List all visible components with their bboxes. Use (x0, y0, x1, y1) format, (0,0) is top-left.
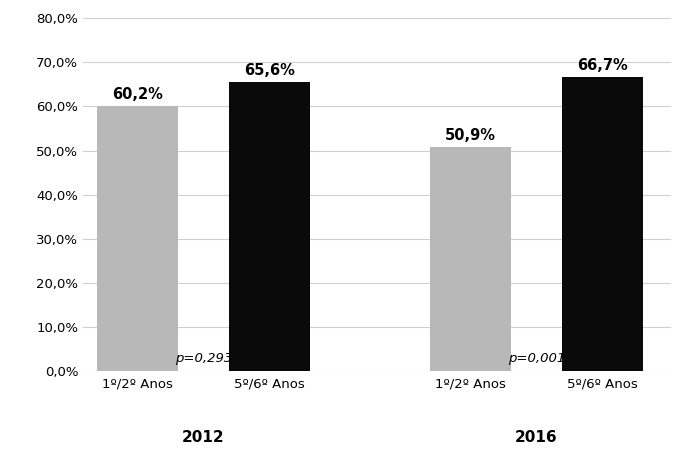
Text: p=0,293: p=0,293 (175, 352, 233, 365)
Text: 65,6%: 65,6% (244, 63, 295, 78)
Text: 2016: 2016 (515, 430, 558, 445)
Text: 2012: 2012 (182, 430, 225, 445)
Bar (430, 147, 511, 371)
Text: 60,2%: 60,2% (112, 87, 163, 102)
Text: p=0,001: p=0,001 (508, 352, 565, 365)
Bar (98, 106, 178, 371)
Text: 66,7%: 66,7% (577, 58, 628, 73)
Bar (562, 77, 643, 371)
Text: 50,9%: 50,9% (445, 128, 496, 143)
Bar (229, 82, 310, 371)
